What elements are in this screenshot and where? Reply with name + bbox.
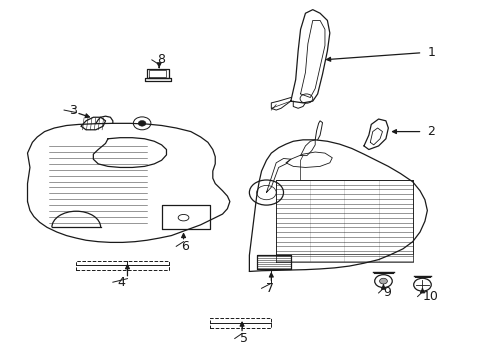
Circle shape	[379, 278, 386, 284]
Text: 10: 10	[422, 290, 437, 303]
Text: 9: 9	[383, 287, 390, 300]
Text: 3: 3	[69, 104, 77, 117]
Text: 8: 8	[157, 53, 164, 66]
Circle shape	[138, 121, 146, 126]
Text: 4: 4	[118, 276, 125, 289]
Text: 5: 5	[239, 332, 247, 345]
Text: 6: 6	[181, 240, 188, 253]
Text: 2: 2	[427, 125, 434, 138]
Text: 1: 1	[427, 46, 434, 59]
Text: 7: 7	[266, 282, 274, 295]
